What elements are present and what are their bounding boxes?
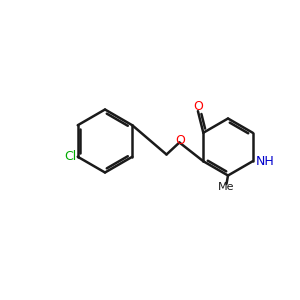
Text: Cl: Cl (64, 150, 76, 163)
Text: O: O (194, 100, 203, 113)
Text: NH: NH (256, 155, 274, 168)
Text: O: O (175, 134, 185, 147)
Text: Me: Me (218, 182, 235, 192)
